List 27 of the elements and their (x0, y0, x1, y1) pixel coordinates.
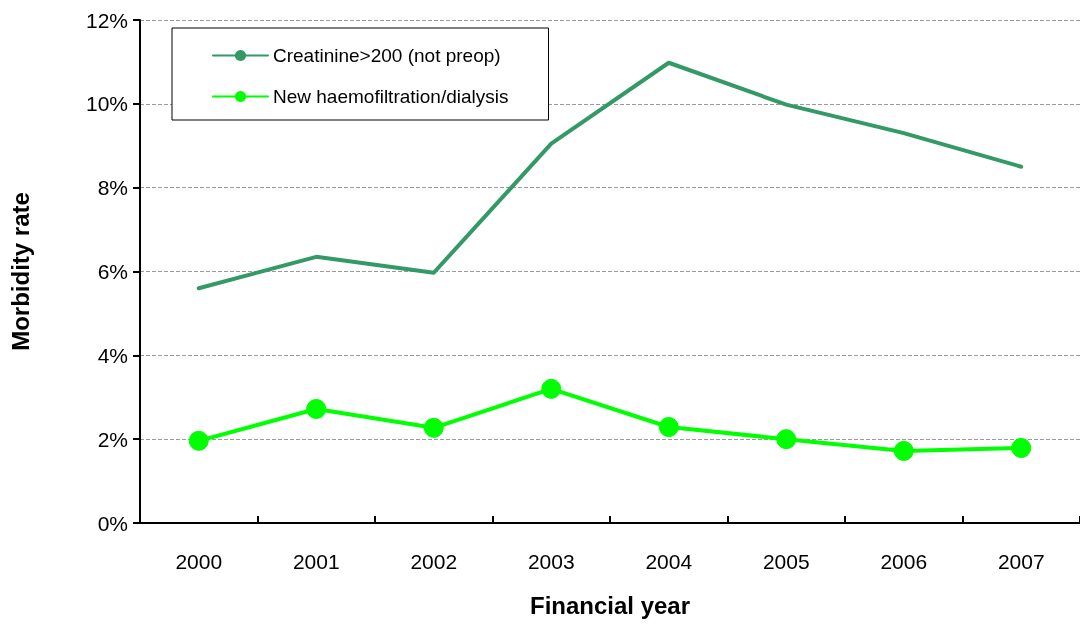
y-tick-label: 10% (85, 92, 128, 116)
y-tick-label: 0% (97, 511, 128, 535)
point (776, 429, 797, 450)
y-tick-label: 4% (97, 343, 128, 367)
point (1011, 437, 1032, 458)
point (423, 417, 444, 438)
point (188, 430, 209, 451)
x-tick-label: 2002 (410, 550, 458, 573)
x-tick-label: 2006 (880, 550, 928, 573)
x-tick-label: 2003 (527, 550, 575, 573)
legend-label: New haemofiltration/dialysis (273, 86, 509, 107)
point (658, 417, 679, 438)
x-tick-label: 2000 (175, 550, 223, 573)
y-tick-label: 12% (85, 8, 128, 32)
y-axis-title: Morbidity rate (6, 192, 34, 351)
x-tick-label: 2001 (292, 550, 340, 573)
y-tick-label: 8% (97, 176, 128, 200)
x-tick-label: 2007 (997, 550, 1045, 573)
y-tick-label: 2% (97, 427, 128, 451)
legend-label: Creatinine>200 (not preop) (273, 45, 501, 66)
point (541, 378, 562, 399)
x-axis-title: Financial year (529, 591, 691, 619)
x-tick-label: 2005 (762, 550, 810, 573)
y-tick-label: 6% (97, 260, 128, 283)
x-tick-label: 2004 (645, 550, 693, 573)
point (306, 398, 327, 419)
point (893, 440, 914, 461)
